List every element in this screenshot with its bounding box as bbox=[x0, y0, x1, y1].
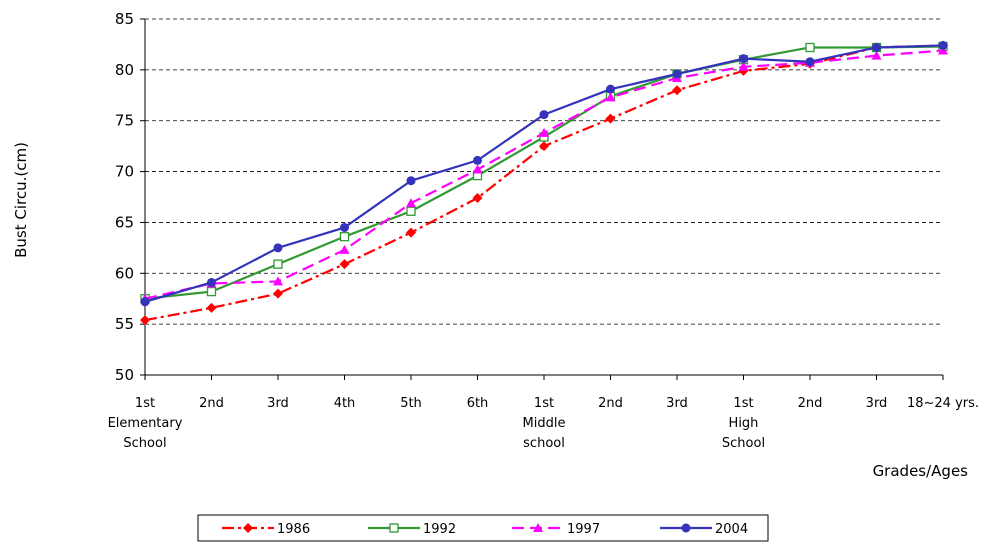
point-1997 bbox=[738, 61, 749, 71]
point-2004 bbox=[872, 42, 881, 52]
x-tick-label: Middle bbox=[523, 416, 566, 431]
point-1986 bbox=[539, 141, 549, 152]
point-1992 bbox=[206, 286, 217, 297]
series-line-1986 bbox=[144, 44, 944, 322]
point-2004 bbox=[938, 40, 948, 50]
point-1986 bbox=[339, 259, 350, 270]
series-line-1992 bbox=[144, 45, 944, 300]
point-1997 bbox=[605, 92, 616, 102]
y-tick-label: 55 bbox=[115, 315, 134, 333]
legend: 1986 1992 1997 2004 bbox=[197, 514, 769, 542]
x-tick-label: 4th bbox=[334, 396, 356, 411]
y-axis-title: Bust Circu.(cm) bbox=[12, 142, 30, 258]
x-tick-label: school bbox=[523, 436, 565, 451]
x-tick-label: 2nd bbox=[798, 396, 823, 411]
x-tick-label: 6th bbox=[467, 396, 489, 411]
point-1992 bbox=[805, 42, 815, 53]
y-tick-label: 50 bbox=[115, 366, 134, 384]
point-2004 bbox=[539, 110, 549, 120]
x-tick-label: 3rd bbox=[267, 396, 289, 411]
x-tick-label: 3rd bbox=[866, 396, 888, 411]
point-1997 bbox=[406, 198, 416, 208]
point-1986 bbox=[140, 315, 150, 326]
point-2004 bbox=[805, 57, 815, 67]
x-tick-label: 3rd bbox=[666, 396, 688, 411]
series-1992 bbox=[140, 41, 948, 304]
legend-marker-1997 bbox=[533, 523, 543, 532]
grid-lines bbox=[145, 18, 943, 325]
point-2004 bbox=[672, 69, 682, 79]
point-1997 bbox=[273, 276, 283, 286]
x-tick-labels: 1st Elementary School 2nd 3rd 4th 5th 6th 1st Mid… bbox=[108, 375, 979, 451]
y-tick-label: 85 bbox=[115, 10, 134, 28]
point-1986 bbox=[672, 85, 682, 96]
point-1997 bbox=[938, 45, 948, 55]
point-1997 bbox=[871, 50, 882, 60]
point-2004 bbox=[473, 155, 482, 165]
data-series bbox=[140, 40, 948, 326]
point-2004 bbox=[340, 223, 349, 233]
legend-label-1997: 1997 bbox=[567, 522, 600, 537]
point-1986 bbox=[605, 113, 616, 124]
legend-label-1986: 1986 bbox=[277, 522, 310, 537]
point-1992 bbox=[339, 232, 350, 242]
x-tick-label: 2nd bbox=[199, 396, 224, 411]
y-tick-label: 75 bbox=[115, 112, 134, 130]
x-axis-title: Grades/Ages bbox=[873, 462, 969, 480]
x-tick-label: High bbox=[729, 416, 759, 431]
x-tick-label: Elementary bbox=[108, 416, 183, 431]
legend-marker-1992 bbox=[389, 523, 399, 533]
point-1997 bbox=[539, 127, 549, 137]
y-tick-label: 80 bbox=[115, 61, 134, 79]
point-2004 bbox=[739, 54, 748, 64]
x-tick-label: 5th bbox=[400, 396, 422, 411]
x-tick-label: 1st bbox=[733, 396, 753, 411]
point-2004 bbox=[140, 297, 150, 307]
legend-marker-2004 bbox=[681, 523, 691, 533]
point-1986 bbox=[273, 288, 283, 299]
point-2004 bbox=[406, 176, 416, 186]
series-1997 bbox=[140, 45, 948, 303]
point-1997 bbox=[339, 244, 350, 254]
x-tick-label: 1st bbox=[135, 396, 155, 411]
legend-marker-1986 bbox=[243, 523, 253, 533]
point-1986 bbox=[406, 227, 416, 238]
legend-label-2004: 2004 bbox=[715, 522, 748, 537]
point-1992 bbox=[273, 259, 283, 269]
y-tick-label: 70 bbox=[115, 163, 134, 181]
point-1986 bbox=[472, 193, 483, 204]
series-line-2004 bbox=[144, 44, 944, 303]
x-tick-label: School bbox=[722, 436, 765, 451]
x-tick-label: 1st bbox=[534, 396, 554, 411]
point-2004 bbox=[273, 243, 283, 253]
point-1992 bbox=[406, 206, 416, 216]
y-tick-label: 65 bbox=[115, 213, 134, 231]
point-1986 bbox=[206, 302, 217, 313]
point-2004 bbox=[606, 84, 615, 94]
y-tick-labels: 50 55 60 65 70 75 80 85 bbox=[115, 10, 145, 384]
x-tick-label: School bbox=[123, 436, 166, 451]
y-tick-label: 60 bbox=[115, 264, 134, 282]
series-line-1997 bbox=[144, 49, 944, 300]
point-2004 bbox=[207, 277, 216, 287]
x-tick-label: 2nd bbox=[598, 396, 623, 411]
series-2004 bbox=[140, 40, 948, 307]
point-1997 bbox=[472, 164, 483, 174]
legend-label-1992: 1992 bbox=[423, 522, 456, 537]
x-tick-label: 18~24 yrs. bbox=[907, 396, 979, 411]
axes bbox=[144, 19, 943, 376]
